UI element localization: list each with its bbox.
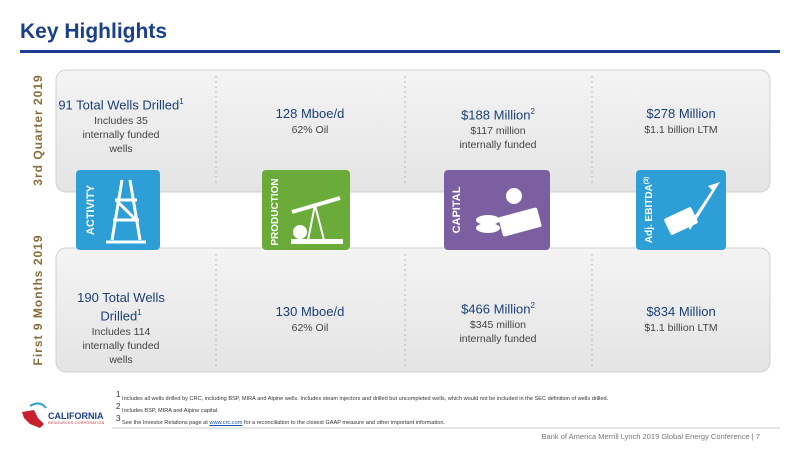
highlight: 128 Mboe/d 62% Oil xyxy=(225,106,395,137)
headline-text: $188 Million xyxy=(461,107,531,123)
footnote-text: Includes BSP, MIRA and Alpine capital. xyxy=(122,407,219,414)
footnote-num: 3 xyxy=(116,413,121,423)
headline: $188 Million2 xyxy=(413,104,583,122)
icon-label: ACTIVITY xyxy=(85,184,97,235)
headline-text: 91 Total Wells Drilled xyxy=(58,97,180,113)
logo-tagline: RESOURCES CORPORATION xyxy=(48,421,105,425)
superscript: 1 xyxy=(137,308,142,317)
footnote-link[interactable]: www.crc.com xyxy=(209,419,243,426)
icon-capital: CAPITAL xyxy=(444,170,550,250)
superscript: 1 xyxy=(179,97,184,106)
headline: $278 Million xyxy=(646,106,716,121)
detail: Includes 114 internally funded wells xyxy=(82,326,160,367)
highlight: 91 Total Wells Drilled1 Includes 35 inter… xyxy=(36,94,206,156)
highlight: $278 Million $1.1 billion LTM xyxy=(596,106,766,137)
headline: 190 Total Wells Drilled1 xyxy=(36,290,206,323)
icon-label: CAPITAL xyxy=(451,186,463,233)
icon-label: Adj. EBITDA(3) xyxy=(644,177,655,243)
headline: 128 Mboe/d xyxy=(275,106,345,121)
logo-arc xyxy=(29,402,47,409)
detail: $117 million internally funded xyxy=(459,125,537,152)
detail: $345 million internally funded xyxy=(459,319,537,346)
footnote: 2 Includes BSP, MIRA and Alpine capital. xyxy=(116,401,608,415)
headline: 91 Total Wells Drilled1 xyxy=(36,94,206,112)
detail: 62% Oil xyxy=(291,124,329,136)
headline-text: $466 Million xyxy=(461,301,531,317)
highlight: $466 Million2 $345 million internally fun… xyxy=(413,298,583,346)
footnote-text: Includes all wells drilled by CRC, inclu… xyxy=(122,395,609,402)
headline: $466 Million2 xyxy=(413,298,583,316)
footnote: 1 Includes all wells drilled by CRC, inc… xyxy=(116,391,608,403)
icon-label-sup: (3) xyxy=(644,177,650,184)
icon-production: PRODUCTION xyxy=(262,170,350,250)
footnote: 3 See the Investor Relations page at www… xyxy=(116,413,608,427)
superscript: 2 xyxy=(530,301,535,310)
footnote-num: 2 xyxy=(116,401,121,411)
footnote-num: 1 xyxy=(116,390,121,399)
detail: $1.1 billion LTM xyxy=(644,322,718,334)
detail: Includes 35 internally funded wells xyxy=(82,115,160,156)
highlight: $834 Million $1.1 billion LTM xyxy=(596,304,766,335)
highlight: $188 Million2 $117 million internally fun… xyxy=(413,104,583,152)
icon-label-text: Adj. EBITDA xyxy=(644,184,655,243)
title-rule xyxy=(20,50,780,53)
detail: 62% Oil xyxy=(291,322,329,334)
headline: $834 Million xyxy=(646,304,716,319)
footnote-text: for a reconciliation to the closest GAAP… xyxy=(243,419,445,426)
headline-text: 190 Total Wells Drilled xyxy=(77,290,165,324)
footnotes: 1 Includes all wells drilled by CRC, inc… xyxy=(116,391,608,427)
section-label: 3rd Quarter 2019 xyxy=(31,74,45,185)
logo-mark xyxy=(22,410,44,428)
detail: $1.1 billion LTM xyxy=(644,124,718,136)
highlight: 190 Total Wells Drilled1 Includes 114 int… xyxy=(36,290,206,367)
icon-ebitda: Adj. EBITDA(3) xyxy=(636,170,726,250)
title: Key Highlights xyxy=(20,20,168,43)
highlight: 130 Mboe/d 62% Oil xyxy=(225,304,395,335)
headline: 130 Mboe/d xyxy=(275,304,345,319)
footer-text: Bank of America Merrill Lynch 2019 Globa… xyxy=(541,432,760,441)
footnote-text: See the Investor Relations page at xyxy=(122,419,208,426)
superscript: 2 xyxy=(530,107,535,116)
separators xyxy=(215,76,593,366)
icon-label: PRODUCTION xyxy=(270,178,281,245)
icon-activity: ACTIVITY xyxy=(76,170,160,250)
logo-name: CALIFORNIA xyxy=(48,411,104,421)
section-label: First 9 Months 2019 xyxy=(31,234,45,365)
